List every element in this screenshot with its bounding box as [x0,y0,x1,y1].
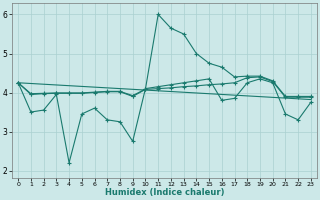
X-axis label: Humidex (Indice chaleur): Humidex (Indice chaleur) [105,188,224,197]
